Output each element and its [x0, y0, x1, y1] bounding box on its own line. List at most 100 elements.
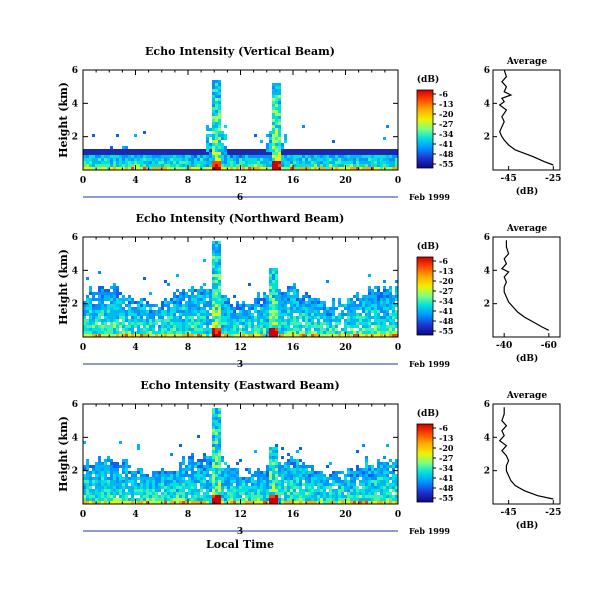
- heatmap-cell: [362, 495, 365, 498]
- heatmap-cell: [209, 292, 212, 295]
- heatmap-cell: [173, 319, 176, 322]
- heatmap-cell: [215, 286, 218, 289]
- heatmap-cell: [329, 310, 332, 313]
- heatmap-cell: [272, 107, 275, 110]
- heatmap-cell: [191, 456, 194, 459]
- heatmap-cell: [179, 167, 182, 170]
- heatmap-cell: [149, 501, 152, 504]
- heatmap-cell: [215, 408, 218, 411]
- heatmap-cell: [212, 453, 215, 456]
- x-tick-label: 0: [395, 510, 401, 520]
- heatmap-cell: [212, 98, 215, 101]
- heatmap-cell: [188, 295, 191, 298]
- heatmap-cell: [353, 301, 356, 304]
- heatmap-cell: [305, 498, 308, 501]
- heatmap-cell: [311, 498, 314, 501]
- heatmap-cell: [266, 304, 269, 307]
- heatmap-cell: [299, 161, 302, 164]
- heatmap-cell: [272, 492, 275, 495]
- heatmap-cell: [215, 271, 218, 274]
- heatmap-cell: [365, 301, 368, 304]
- heatmap-cell: [122, 149, 125, 152]
- heatmap-cell: [254, 471, 257, 474]
- heatmap-cell: [125, 474, 128, 477]
- heatmap-cell: [86, 167, 89, 170]
- heatmap-cell: [125, 152, 128, 155]
- heatmap-cell: [197, 435, 200, 438]
- heatmap-cell: [116, 292, 119, 295]
- heatmap-cell: [389, 292, 392, 295]
- heatmap-cell: [176, 155, 179, 158]
- heatmap-cell: [296, 480, 299, 483]
- heatmap-cell: [290, 483, 293, 486]
- heatmap-cell: [347, 325, 350, 328]
- heatmap-cell: [311, 334, 314, 337]
- heatmap-cell: [194, 319, 197, 322]
- heatmap-cell: [266, 298, 269, 301]
- heatmap-cell: [380, 152, 383, 155]
- heatmap-cell: [275, 101, 278, 104]
- heatmap-cell: [155, 492, 158, 495]
- heatmap-cell: [122, 301, 125, 304]
- heatmap-cell: [275, 304, 278, 307]
- heatmap-cell: [371, 149, 374, 152]
- heatmap-cell: [281, 304, 284, 307]
- heatmap-cell: [272, 474, 275, 477]
- heatmap-cell: [365, 480, 368, 483]
- heatmap-cell: [197, 292, 200, 295]
- heatmap-cell: [347, 331, 350, 334]
- heatmap-cell: [347, 304, 350, 307]
- heatmap-cell: [317, 492, 320, 495]
- heatmap-cell: [170, 328, 173, 331]
- heatmap-cell: [182, 501, 185, 504]
- heatmap-cell: [113, 498, 116, 501]
- heatmap-cell: [239, 304, 242, 307]
- heatmap-cell: [386, 325, 389, 328]
- y-tick-label: 2: [72, 467, 78, 477]
- heatmap-cell: [188, 501, 191, 504]
- heatmap-cell: [326, 325, 329, 328]
- y-tick-label: 4: [72, 99, 78, 109]
- heatmap-cell: [167, 471, 170, 474]
- heatmap-cell: [359, 322, 362, 325]
- heatmap-cell: [83, 325, 86, 328]
- heatmap-cell: [362, 474, 365, 477]
- heatmap-cell: [260, 334, 263, 337]
- heatmap-cell: [95, 471, 98, 474]
- heatmap-cell: [197, 295, 200, 298]
- heatmap-cell: [311, 167, 314, 170]
- heatmap-cell: [113, 310, 116, 313]
- heatmap-cell: [329, 495, 332, 498]
- heatmap-cell: [173, 474, 176, 477]
- heatmap-cell: [212, 110, 215, 113]
- profile-x-tick-label: -45: [501, 508, 517, 518]
- heatmap-cell: [209, 322, 212, 325]
- heatmap-cell: [251, 328, 254, 331]
- heatmap-cell: [377, 313, 380, 316]
- heatmap-cell: [173, 313, 176, 316]
- heatmap-cell: [212, 83, 215, 86]
- heatmap-cell: [323, 489, 326, 492]
- heatmap-cell: [239, 319, 242, 322]
- heatmap-cell: [107, 465, 110, 468]
- heatmap-cell: [287, 468, 290, 471]
- heatmap-cell: [215, 244, 218, 247]
- heatmap-cell: [119, 325, 122, 328]
- heatmap-cell: [236, 334, 239, 337]
- heatmap-cell: [371, 331, 374, 334]
- heatmap-cell: [119, 465, 122, 468]
- heatmap-cell: [284, 310, 287, 313]
- heatmap-cell: [323, 498, 326, 501]
- heatmap-cell: [368, 167, 371, 170]
- heatmap-cell: [329, 307, 332, 310]
- heatmap-cell: [182, 456, 185, 459]
- heatmap-cell: [269, 274, 272, 277]
- heatmap-cell: [134, 310, 137, 313]
- heatmap-cell: [302, 164, 305, 167]
- heatmap-cell: [203, 495, 206, 498]
- heatmap-cell: [215, 483, 218, 486]
- heatmap-cell: [386, 444, 389, 447]
- heatmap-cell: [185, 486, 188, 489]
- heatmap-cell: [149, 334, 152, 337]
- heatmap-cell: [158, 313, 161, 316]
